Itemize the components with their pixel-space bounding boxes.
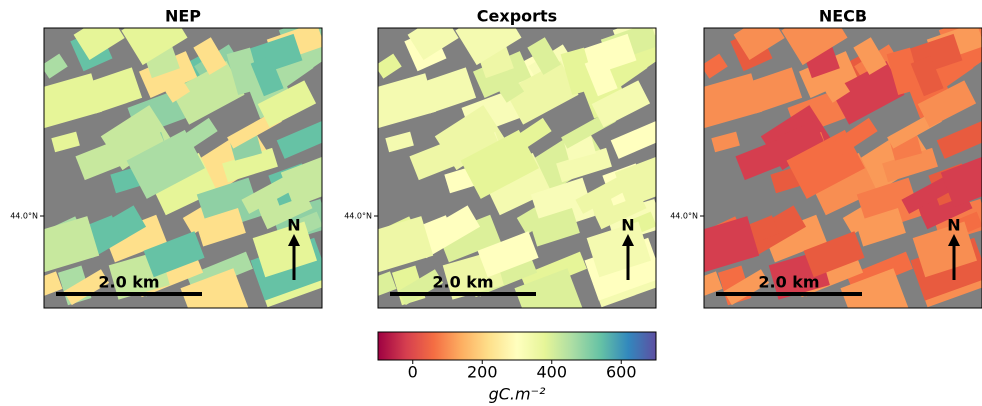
colorbar-tick-label: 200 (467, 363, 498, 382)
lat-label: 44.0°N (10, 212, 38, 221)
colorbar (378, 332, 656, 360)
scale-label: 2.0 km (98, 273, 159, 292)
north-label: N (947, 216, 960, 235)
colorbar-tick-label: 400 (536, 363, 567, 382)
figure: NEP44.0°N2.0 kmNCexports44.0°N2.0 kmNNEC… (0, 0, 982, 406)
panel-title: NECB (819, 7, 867, 26)
map-panel: Cexports 44.0°N 2.0 km N (344, 3, 676, 328)
map-panel: NEP 44.0°N 2.0 km N (10, 3, 342, 328)
map-panel: NECB 44.0°N 2.0 km N (670, 3, 982, 328)
panel-title: NEP (165, 7, 201, 26)
colorbar-label: gC.m⁻² (489, 385, 546, 404)
panel-title: Cexports (477, 7, 557, 26)
colorbar-tick-label: 600 (606, 363, 637, 382)
north-label: N (621, 216, 634, 235)
lat-label: 44.0°N (344, 212, 372, 221)
scale-label: 2.0 km (758, 273, 819, 292)
north-label: N (287, 216, 300, 235)
colorbar-tick-label: 0 (408, 363, 418, 382)
scale-label: 2.0 km (432, 273, 493, 292)
lat-label: 44.0°N (670, 212, 698, 221)
